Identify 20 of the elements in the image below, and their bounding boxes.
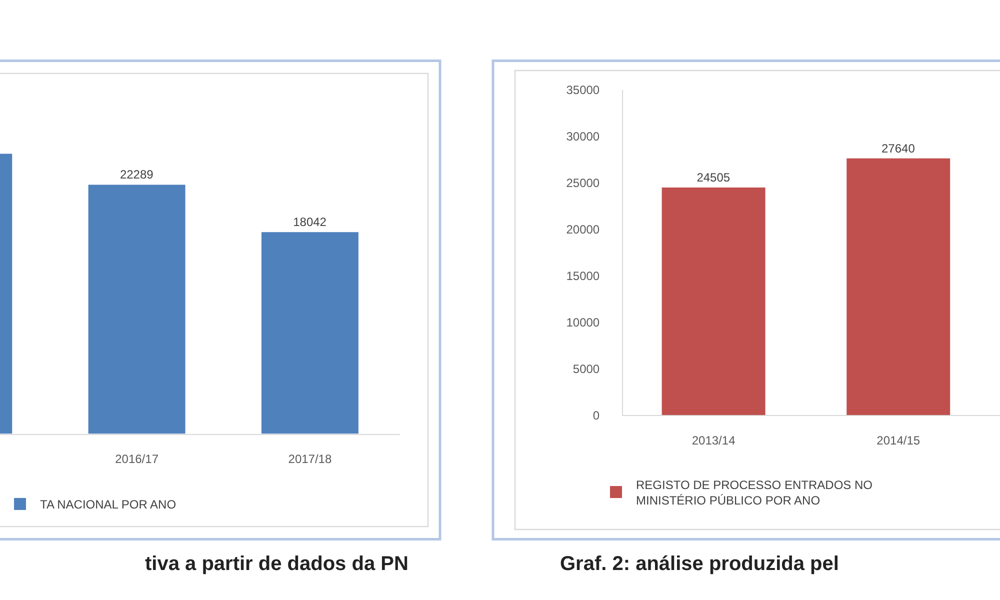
text: tiva a partir de dados da PN bbox=[145, 553, 408, 575]
legend-label: TA NACIONAL POR ANO bbox=[40, 498, 176, 512]
y-tick-label: 20000 bbox=[566, 222, 600, 237]
data-label: 27640 bbox=[882, 141, 916, 156]
y-tick-label: 5000 bbox=[572, 362, 600, 376]
x-tick-label: 2014/15 bbox=[876, 434, 920, 448]
x-tick-label: 2017/18 bbox=[288, 452, 332, 466]
data-label: 18042 bbox=[293, 215, 327, 230]
y-tick-label: 0 bbox=[592, 408, 600, 422]
data-label: 24505 bbox=[696, 170, 730, 185]
y-tick-label: 10000 bbox=[566, 316, 600, 330]
x-tick-label: 2016/17 bbox=[115, 452, 159, 466]
x-tick-label: 2013/14 bbox=[692, 434, 736, 448]
y-tick-label: 15000 bbox=[566, 269, 600, 284]
text: Graf. 2: análise produzida pel bbox=[560, 553, 839, 575]
y-tick-label: 30000 bbox=[566, 130, 600, 144]
legend-label: REGISTO DE PROCESSO ENTRADOS NO MINISTÉRIO PÚBLICO POR ANO bbox=[636, 478, 872, 508]
data-label: 22289 bbox=[120, 168, 154, 182]
y-tick-label: 35000 bbox=[566, 83, 600, 98]
y-tick-label: 25000 bbox=[566, 176, 600, 190]
